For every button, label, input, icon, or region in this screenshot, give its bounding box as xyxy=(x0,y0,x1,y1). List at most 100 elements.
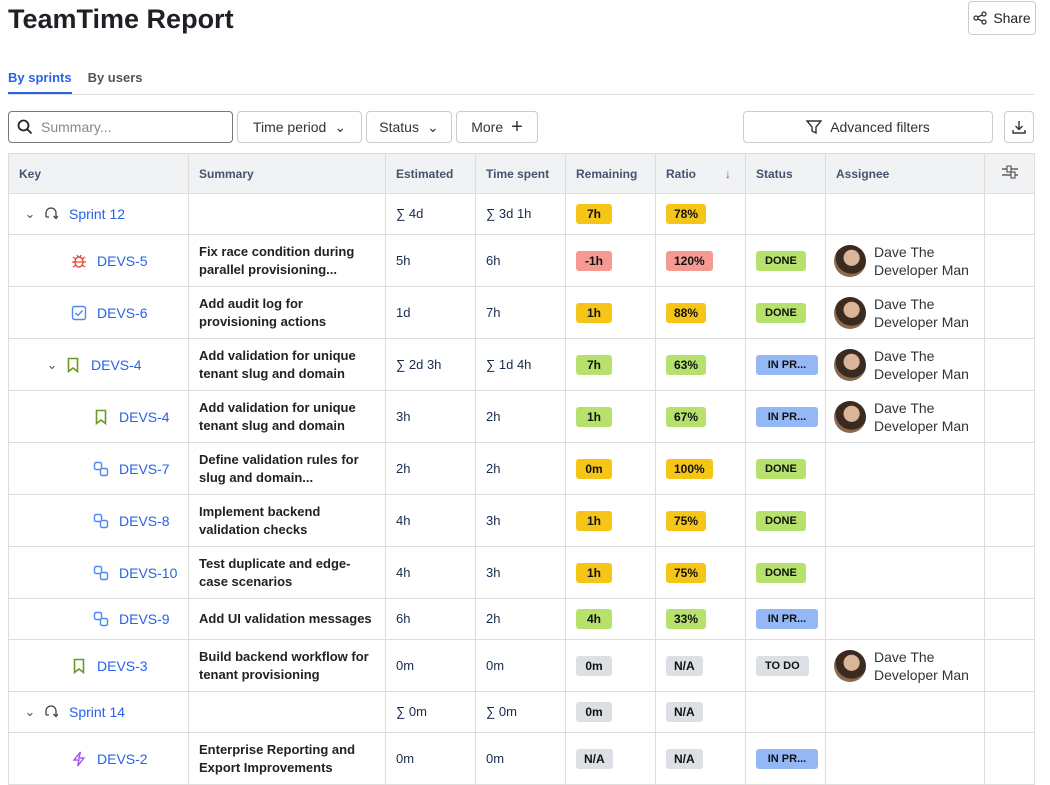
ratio-cell: N/A xyxy=(655,732,746,785)
time-period-dropdown[interactable]: Time period ⌄ xyxy=(237,111,362,143)
task-icon xyxy=(69,305,89,321)
remaining-cell: N/A xyxy=(565,732,656,785)
advanced-filters-label: Advanced filters xyxy=(830,119,930,135)
estimated-cell: ∑ 2d 3h xyxy=(385,338,476,391)
share-label: Share xyxy=(993,10,1031,26)
report-table: Key Summary Estimated Time spent Remaini… xyxy=(8,153,1035,785)
chevron-down-icon[interactable]: ⌄ xyxy=(24,704,36,719)
avatar xyxy=(834,400,866,433)
issue-key-link[interactable]: DEVS-10 xyxy=(119,564,178,581)
ratio-badge: 75% xyxy=(666,510,707,531)
issue-key-link[interactable]: DEVS-2 xyxy=(97,750,148,767)
time-spent-cell: 3h xyxy=(475,494,566,547)
empty-cell xyxy=(984,338,1035,391)
status-badge: IN PR... xyxy=(756,748,818,769)
issue-key-link[interactable]: Sprint 12 xyxy=(69,206,126,222)
download-button[interactable] xyxy=(1004,111,1034,143)
assignee-cell: Dave The Developer Man xyxy=(825,286,985,339)
more-filters-button[interactable]: More + xyxy=(456,111,538,143)
ratio-cell: 78% xyxy=(655,193,746,235)
status-cell: IN PR... xyxy=(745,598,826,640)
ratio-badge: 100% xyxy=(666,458,713,479)
remaining-badge: 1h xyxy=(576,302,612,323)
assignee-cell: Dave The Developer Man xyxy=(825,338,985,391)
issue-key-link[interactable]: DEVS-7 xyxy=(119,460,170,477)
col-remaining[interactable]: Remaining xyxy=(565,153,656,194)
sliders-icon xyxy=(1002,165,1018,179)
status-badge: IN PR... xyxy=(756,406,818,427)
empty-cell xyxy=(984,691,1035,733)
issue-key-link[interactable]: DEVS-5 xyxy=(97,252,148,269)
issue-key-link[interactable]: DEVS-9 xyxy=(119,611,170,627)
column-settings-button[interactable] xyxy=(984,153,1035,194)
share-button[interactable]: Share xyxy=(968,1,1036,35)
remaining-cell: 1h xyxy=(565,546,656,599)
key-cell: ⌄ DEVS-4 xyxy=(8,338,189,391)
issue-key-link[interactable]: DEVS-8 xyxy=(119,512,170,529)
key-cell: DEVS-3 xyxy=(8,639,189,692)
avatar xyxy=(834,348,866,381)
assignee-name: Dave The Developer Man xyxy=(874,399,969,434)
chevron-down-icon: ⌄ xyxy=(426,118,439,135)
ratio-badge: N/A xyxy=(666,748,703,769)
col-key[interactable]: Key xyxy=(8,153,189,194)
ratio-badge: 120% xyxy=(666,250,713,271)
estimated-cell: 2h xyxy=(385,442,476,495)
chevron-down-icon[interactable]: ⌄ xyxy=(24,206,36,221)
search-input[interactable]: Summary... xyxy=(8,111,233,143)
status-badge: TO DO xyxy=(756,655,809,676)
assignee-name: Dave The Developer Man xyxy=(874,648,969,683)
key-cell: DEVS-6 xyxy=(8,286,189,339)
col-time-spent[interactable]: Time spent xyxy=(475,153,566,194)
status-cell: DONE xyxy=(745,286,826,339)
table-row: DEVS-4 Add validation for unique tenant s… xyxy=(8,390,1035,443)
remaining-badge: 1h xyxy=(576,510,612,531)
col-estimated[interactable]: Estimated xyxy=(385,153,476,194)
col-summary[interactable]: Summary xyxy=(188,153,386,194)
ratio-cell: N/A xyxy=(655,691,746,733)
estimated-cell: 0m xyxy=(385,732,476,785)
search-icon xyxy=(17,119,33,135)
estimated-cell: 4h xyxy=(385,546,476,599)
time-spent-cell: 0m xyxy=(475,639,566,692)
issue-key-link[interactable]: DEVS-6 xyxy=(97,304,148,321)
remaining-badge: 0m xyxy=(576,655,612,676)
remaining-badge: 0m xyxy=(576,702,612,722)
table-row: DEVS-7 Define validation rules for slug a… xyxy=(8,442,1035,495)
assignee-cell xyxy=(825,691,985,733)
status-dropdown[interactable]: Status ⌄ xyxy=(366,111,452,143)
issue-key-link[interactable]: Sprint 14 xyxy=(69,704,126,720)
ratio-cell: 75% xyxy=(655,546,746,599)
advanced-filters-button[interactable]: Advanced filters xyxy=(743,111,993,143)
col-status[interactable]: Status xyxy=(745,153,826,194)
table-row: DEVS-6 Add audit log for provisioning act… xyxy=(8,286,1035,339)
remaining-badge: 4h xyxy=(576,609,612,629)
status-badge: IN PR... xyxy=(756,609,818,629)
status-cell: DONE xyxy=(745,546,826,599)
tab-by-sprints[interactable]: By sprints xyxy=(8,70,72,94)
col-assignee[interactable]: Assignee xyxy=(825,153,985,194)
summary-cell xyxy=(188,691,386,733)
time-spent-cell: 3h xyxy=(475,546,566,599)
issue-key-link[interactable]: DEVS-3 xyxy=(97,657,148,674)
epic-icon xyxy=(69,751,89,767)
chevron-down-icon[interactable]: ⌄ xyxy=(46,356,58,372)
status-cell: DONE xyxy=(745,234,826,287)
ratio-cell: 120% xyxy=(655,234,746,287)
col-ratio[interactable]: Ratio ↓ xyxy=(655,153,746,194)
tab-by-users[interactable]: By users xyxy=(87,70,143,85)
issue-key-link[interactable]: DEVS-4 xyxy=(91,356,142,373)
avatar xyxy=(834,649,866,682)
summary-cell: Test duplicate and edge-case scenarios xyxy=(188,546,386,599)
remaining-cell: 0m xyxy=(565,691,656,733)
issue-key-link[interactable]: DEVS-4 xyxy=(119,408,170,425)
remaining-badge: 7h xyxy=(576,354,612,375)
sprint-row: ⌄ Sprint 14 ∑ 0m ∑ 0m 0m N/A xyxy=(8,691,1035,733)
key-cell: DEVS-7 xyxy=(8,442,189,495)
table-row: DEVS-5 Fix race condition during parallel… xyxy=(8,234,1035,287)
table-row: DEVS-8 Implement backend validation check… xyxy=(8,494,1035,547)
remaining-cell: 7h xyxy=(565,338,656,391)
summary-cell: Define validation rules for slug and dom… xyxy=(188,442,386,495)
remaining-cell: 1h xyxy=(565,286,656,339)
download-icon xyxy=(1012,121,1026,134)
